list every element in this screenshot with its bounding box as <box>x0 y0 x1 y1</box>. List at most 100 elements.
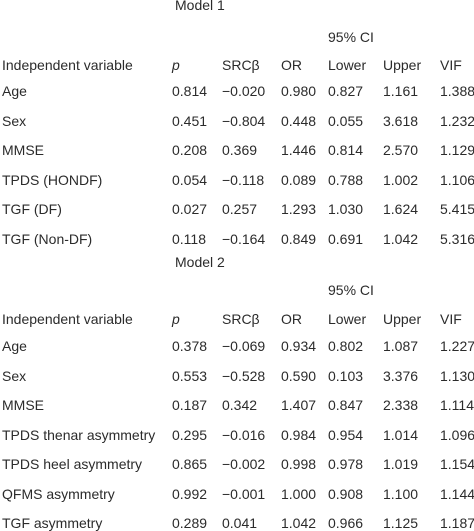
table-cell: 1.624 <box>383 201 419 217</box>
table-cell: 1.232 <box>440 112 474 129</box>
table-cell: 5.316 <box>440 230 474 247</box>
table-cell: 0.849 <box>281 230 317 247</box>
table-cell: 0.954 <box>328 426 364 443</box>
table-cell: 0.814 <box>172 83 208 99</box>
table-cell: 0.054 <box>172 171 208 188</box>
table-cell: 0.934 <box>281 338 317 354</box>
column-header: VIF <box>440 311 462 327</box>
table-cell: 0.966 <box>328 515 364 531</box>
row-label: TPDS heel asymmetry <box>2 456 143 472</box>
column-header: Upper <box>383 311 422 327</box>
table-cell: 0.865 <box>172 456 208 472</box>
column-header: OR <box>281 57 302 73</box>
table-cell: 0.187 <box>172 397 208 413</box>
table-cell: 1.096 <box>440 426 474 443</box>
table-cell: 1.087 <box>383 338 419 354</box>
table-cell: 0.103 <box>328 367 364 384</box>
table-cell: 0.257 <box>222 201 258 217</box>
column-header: VIF <box>440 57 462 73</box>
table-cell: −0.002 <box>222 456 266 472</box>
table-cell: 0.041 <box>222 515 258 531</box>
model1-ci-header: 95% CI <box>328 29 374 45</box>
table-cell: 0.027 <box>172 201 208 217</box>
row-label: TGF (DF) <box>2 201 62 217</box>
row-label: Age <box>2 83 27 99</box>
row-label: QFMS asymmetry <box>2 485 115 502</box>
table-cell: 0.118 <box>172 230 206 247</box>
table-cell: 1.000 <box>281 485 317 502</box>
column-header: Independent variable <box>2 57 133 73</box>
column-header: Upper <box>383 57 422 73</box>
table-cell: 1.030 <box>328 201 364 217</box>
table-cell: −0.804 <box>222 112 266 129</box>
table-cell: 0.691 <box>328 230 364 247</box>
table-cell: 1.106 <box>440 171 474 188</box>
column-header: Lower <box>328 311 367 327</box>
table-cell: 0.827 <box>328 83 364 99</box>
table-cell: 0.978 <box>328 456 364 472</box>
column-header: p <box>172 57 180 73</box>
column-header: Independent variable <box>2 311 133 327</box>
table-cell: 5.415 <box>440 201 474 217</box>
table-cell: 0.814 <box>328 142 364 158</box>
column-header: OR <box>281 311 302 327</box>
row-label: TGF (Non-DF) <box>2 230 93 247</box>
table-cell: 1.042 <box>281 515 317 531</box>
table-cell: 0.998 <box>281 456 317 472</box>
table-cell: 0.208 <box>172 142 208 158</box>
row-label: TPDS thenar asymmetry <box>2 426 156 443</box>
table-cell: −0.016 <box>222 426 266 443</box>
column-header: Lower <box>328 57 367 73</box>
row-label: Sex <box>2 367 27 384</box>
table-cell: 1.114 <box>440 397 474 413</box>
row-label: MMSE <box>2 142 44 158</box>
row-label: Age <box>2 338 27 354</box>
table-cell: 1.129 <box>440 142 474 158</box>
row-label: TPDS (HONDF) <box>2 171 103 188</box>
table-cell: 1.130 <box>440 367 474 384</box>
table-cell: 1.014 <box>383 426 419 443</box>
table-cell: 0.369 <box>222 142 258 158</box>
table-cell: 0.089 <box>281 171 317 188</box>
table-cell: 1.019 <box>383 456 419 472</box>
table-cell: 0.553 <box>172 367 208 384</box>
table-cell: 1.125 <box>383 515 419 531</box>
table-cell: 0.378 <box>172 338 208 354</box>
table-cell: 0.984 <box>281 426 317 443</box>
row-label: TGF asymmetry <box>2 515 103 531</box>
table-cell: −0.001 <box>222 485 266 502</box>
table-cell: 0.289 <box>172 515 208 531</box>
table-cell: 1.293 <box>281 201 317 217</box>
model2-title: Model 2 <box>175 254 225 270</box>
table-cell: −0.164 <box>222 230 266 247</box>
table-cell: 2.338 <box>383 397 419 413</box>
table-cell: 1.100 <box>383 485 419 502</box>
table-cell: 1.227 <box>440 338 474 354</box>
table-cell: 1.446 <box>281 142 317 158</box>
table-cell: 1.187 <box>440 515 474 531</box>
table-cell: 0.055 <box>328 112 364 129</box>
table-cell: 3.618 <box>383 112 419 129</box>
table-cell: 0.295 <box>172 426 208 443</box>
table-cell: 0.788 <box>328 171 364 188</box>
model2-ci-header: 95% CI <box>328 282 374 298</box>
model1-title: Model 1 <box>175 0 225 13</box>
column-header: SRCβ <box>222 311 260 327</box>
table-cell: 1.388 <box>440 83 474 99</box>
table-cell: −0.118 <box>222 171 265 188</box>
column-header: p <box>172 311 180 327</box>
table-cell: 1.144 <box>440 485 474 502</box>
table-cell: 0.590 <box>281 367 317 384</box>
table-cell: 3.376 <box>383 367 419 384</box>
table-cell: 1.161 <box>383 83 419 99</box>
table-cell: 2.570 <box>383 142 419 158</box>
table-cell: 0.802 <box>328 338 364 354</box>
table-cell: 0.847 <box>328 397 364 413</box>
table-cell: 0.908 <box>328 485 364 502</box>
column-header: SRCβ <box>222 57 260 73</box>
table-cell: −0.020 <box>222 83 266 99</box>
table-cell: 0.980 <box>281 83 317 99</box>
table-cell: −0.528 <box>222 367 266 384</box>
table-cell: 0.342 <box>222 397 258 413</box>
table-cell: 0.451 <box>172 112 208 129</box>
